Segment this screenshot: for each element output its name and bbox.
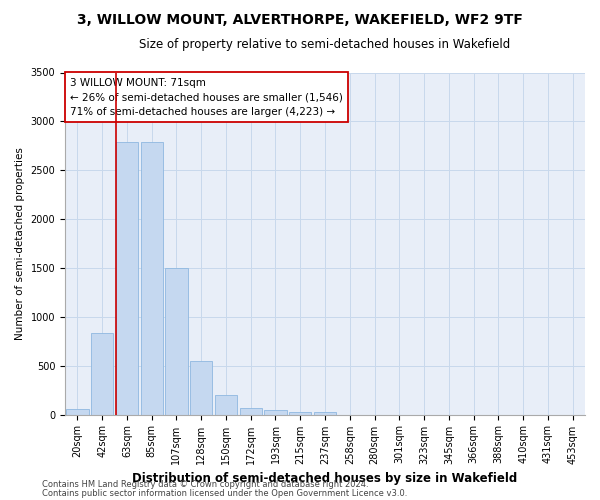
Text: Contains public sector information licensed under the Open Government Licence v3: Contains public sector information licen…	[42, 488, 407, 498]
Bar	[239, 408, 262, 414]
Bar	[215, 395, 237, 414]
X-axis label: Distribution of semi-detached houses by size in Wakefield: Distribution of semi-detached houses by …	[133, 472, 518, 485]
Bar	[289, 412, 311, 414]
Bar	[190, 361, 212, 414]
Bar	[314, 412, 336, 414]
Title: Size of property relative to semi-detached houses in Wakefield: Size of property relative to semi-detach…	[139, 38, 511, 51]
Bar	[91, 334, 113, 414]
Text: 3, WILLOW MOUNT, ALVERTHORPE, WAKEFIELD, WF2 9TF: 3, WILLOW MOUNT, ALVERTHORPE, WAKEFIELD,…	[77, 12, 523, 26]
Bar	[140, 142, 163, 414]
Text: Contains HM Land Registry data © Crown copyright and database right 2024.: Contains HM Land Registry data © Crown c…	[42, 480, 368, 489]
Bar	[265, 410, 287, 414]
Text: 3 WILLOW MOUNT: 71sqm
← 26% of semi-detached houses are smaller (1,546)
71% of s: 3 WILLOW MOUNT: 71sqm ← 26% of semi-deta…	[70, 78, 343, 117]
Bar	[66, 408, 89, 414]
Bar	[166, 268, 188, 414]
Y-axis label: Number of semi-detached properties: Number of semi-detached properties	[15, 147, 25, 340]
Bar	[116, 142, 138, 414]
